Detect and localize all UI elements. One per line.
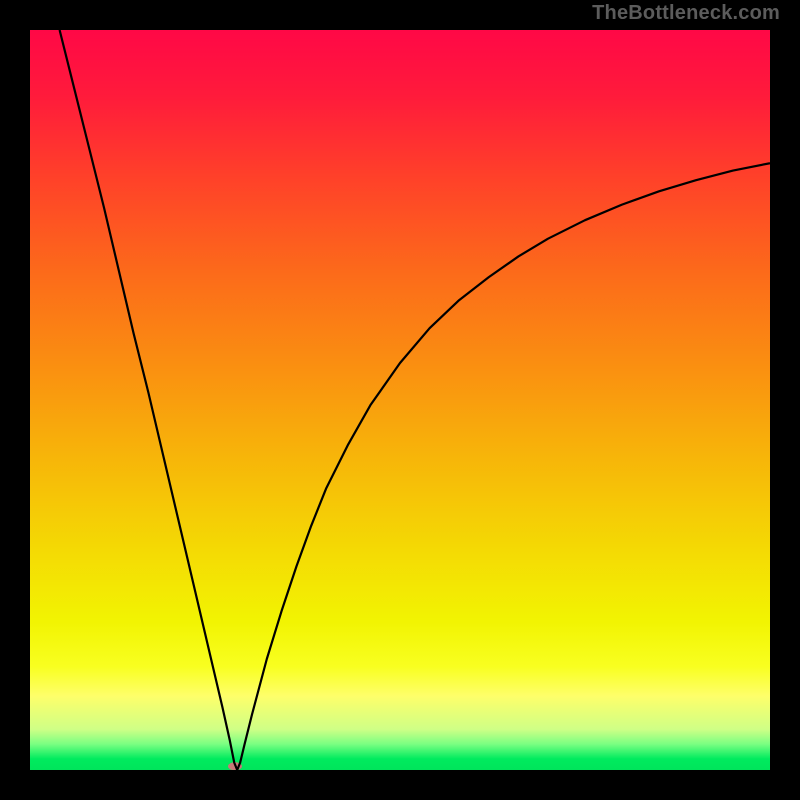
gradient-background — [30, 30, 770, 770]
chart-container: TheBottleneck.com — [0, 0, 800, 800]
watermark-text: TheBottleneck.com — [592, 2, 780, 25]
plot-svg — [30, 30, 770, 770]
plot-area — [30, 30, 770, 770]
